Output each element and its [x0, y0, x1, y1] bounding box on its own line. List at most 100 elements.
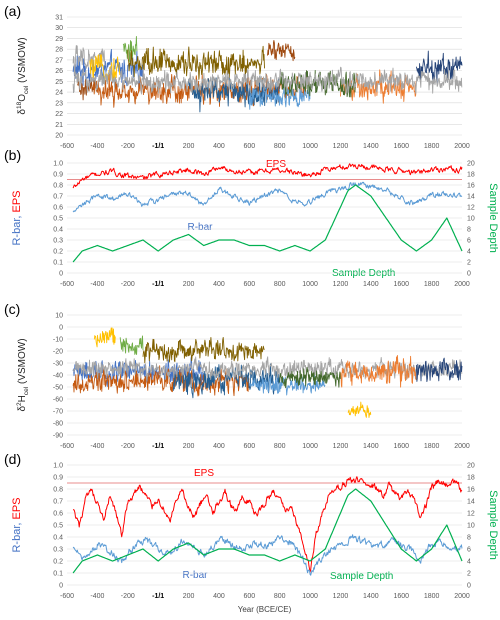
y-title-unit: (VSMOW)	[17, 338, 28, 386]
y-tick-label: -30	[53, 361, 63, 368]
y-tick-label-left: 0.7	[53, 194, 63, 201]
panel-3-x-tick-label: 200	[183, 593, 195, 600]
panel-0-x-tick-label: 1200	[333, 143, 349, 150]
panel-3-x-tick-label: -1/1	[152, 593, 164, 600]
panel-b-statistics-chart: (b) EPS R-bar Sample Depth Sample Depth …	[4, 147, 499, 288]
y-tick-label-right: 6	[467, 547, 471, 554]
panel-2-x-tick-label: 1400	[363, 443, 379, 450]
panel-label-b: (b)	[4, 147, 21, 163]
y-tick-label-right: 20	[467, 161, 475, 168]
panel-label-c: (c)	[4, 301, 20, 317]
y-tick-label: -10	[53, 337, 63, 344]
panel-2-x-tick-label: 1600	[393, 443, 409, 450]
isotope-series-line	[119, 335, 144, 355]
panel-1-x-tick-label: 1200	[333, 281, 349, 288]
y-axis-title-text: R-bar, EPS	[11, 190, 23, 245]
y-title-part: ,	[11, 519, 23, 525]
y-tick-label-right: 18	[467, 172, 475, 179]
isotope-series-line	[72, 44, 106, 75]
y-title-superscript: 18	[16, 101, 23, 109]
y-tick-label: -70	[53, 409, 63, 416]
panel-3-x-tick-label: -200	[121, 593, 135, 600]
panel-1-x-tick-label: 1800	[424, 281, 440, 288]
panel-1-x-tick-label: 600	[243, 281, 255, 288]
panel-1-x-tick-label: 400	[213, 281, 225, 288]
isotope-series-line	[267, 40, 296, 62]
isotope-series-line	[72, 365, 250, 397]
y-title-superscript: 2	[16, 402, 23, 406]
y-tick-label-right: 16	[467, 487, 475, 494]
panel-1-x-tick-label: 1600	[393, 281, 409, 288]
panel-3-x-tick-label: 1200	[333, 593, 349, 600]
y-axis-title-left-rbar-eps: R-bar, EPS	[11, 497, 23, 552]
y-tick-label-left: 0.9	[53, 475, 63, 482]
y-tick-label: 10	[55, 313, 63, 320]
panel-2-x-tick-label: 800	[274, 443, 286, 450]
y-title-delta: δ	[17, 406, 28, 412]
y-tick-label-right: 8	[467, 535, 471, 542]
y-tick-label-left: 0.4	[53, 535, 63, 542]
y-tick-label-left: 0.8	[53, 183, 63, 190]
y-title-subscript: cel	[23, 85, 30, 94]
y-tick-label-right: 12	[467, 511, 475, 518]
panel-1-x-tick-label: 800	[274, 281, 286, 288]
isotope-series-line	[188, 76, 280, 113]
y-title-part: EPS	[11, 497, 23, 519]
panel-0-x-tick-label: -400	[90, 143, 104, 150]
panel-1-x-tick-label: -600	[60, 281, 74, 288]
y-tick-label-right: 0	[467, 583, 471, 590]
y-tick-label-left: 0.5	[53, 523, 63, 530]
panel-2-x-tick-label: 200	[183, 443, 195, 450]
y-tick-label-left: 0.1	[53, 260, 63, 267]
y-title-main: H	[17, 395, 28, 402]
y-tick-label-right: 14	[467, 499, 475, 506]
y-tick-label-right: 12	[467, 205, 475, 212]
y-title-part: ,	[11, 212, 23, 218]
y-tick-label: -20	[53, 349, 63, 356]
panel-2-x-tick-label: 1200	[333, 443, 349, 450]
y-title-part: EPS	[11, 190, 23, 212]
y-tick-label: -40	[53, 373, 63, 380]
annotation-eps: EPS	[266, 159, 286, 170]
sample-depth-series-line	[72, 488, 463, 574]
isotope-series-line	[248, 82, 311, 110]
y-tick-label-right: 4	[467, 559, 471, 566]
y-tick-label: 27	[55, 57, 63, 64]
y-tick-label: 30	[55, 25, 63, 32]
isotope-series-line	[93, 327, 116, 348]
y-tick-label-left: 0.6	[53, 205, 63, 212]
isotope-series-line	[340, 355, 417, 388]
y-tick-label: 26	[55, 68, 63, 75]
y-tick-label-right: 10	[467, 216, 475, 223]
y-title-subscript: cel	[23, 386, 30, 395]
panel-3-x-tick-label: 600	[243, 593, 255, 600]
panel-0-x-tick-label: -1/1	[152, 143, 164, 150]
y-axis-title-text: δ18Ocel (VSMOW)	[16, 37, 30, 114]
panel-1-x-tick-label: -1/1	[152, 281, 164, 288]
y-tick-label-right: 6	[467, 238, 471, 245]
y-tick-label: 22	[55, 111, 63, 118]
y-tick-label-right: 10	[467, 523, 475, 530]
panel-3-x-tick-label: 800	[274, 593, 286, 600]
panel-0-x-tick-label: 200	[183, 143, 195, 150]
panel-3-x-tick-label: 400	[213, 593, 225, 600]
y-axis-title-text: R-bar, EPS	[11, 497, 23, 552]
panel-0-x-tick-label: 800	[274, 143, 286, 150]
y-tick-label-right: 0	[467, 271, 471, 278]
y-tick-label-right: 18	[467, 475, 475, 482]
isotope-series-line	[248, 373, 326, 396]
annotation-sample-depth: Sample Depth	[332, 268, 395, 279]
y-axis-title-right-sample-depth: Sample Depth	[487, 183, 499, 253]
y-tick-label-right: 2	[467, 260, 471, 267]
panel-a-d18o-chart: (a) δ18Ocel (VSMOW) 20 21 22 23 24 25 26 27 28 29…	[4, 3, 470, 150]
panel-3-x-tick-label: 2000	[454, 593, 470, 600]
y-title-main: O	[17, 94, 28, 102]
y-tick-label: 24	[55, 90, 63, 97]
isotope-series-line	[72, 49, 144, 88]
panel-0-x-tick-label: 600	[243, 143, 255, 150]
y-tick-label-left: 0	[59, 271, 63, 278]
annotation-rbar: R-bar	[182, 570, 208, 581]
y-tick-label: 29	[55, 36, 63, 43]
panel-2-x-tick-label: 1800	[424, 443, 440, 450]
panel-0-x-tick-label: 1400	[363, 143, 379, 150]
